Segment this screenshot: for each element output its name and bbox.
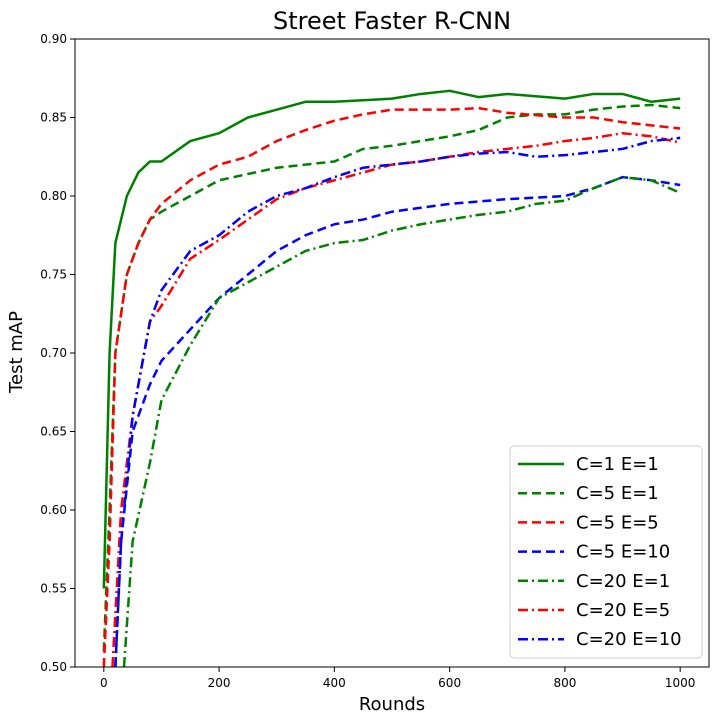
x-tick-label: 600 — [438, 676, 461, 690]
legend-label-2: C=5 E=1 — [576, 483, 659, 504]
legend-label-3: C=5 E=5 — [576, 512, 659, 533]
legend-label-1: C=1 E=1 — [576, 454, 659, 475]
series-line-3 — [102, 106, 681, 667]
series-line-6 — [111, 131, 681, 667]
y-axis: 0.50 0.55 0.60 0.65 0.70 0.75 0.80 0.85 0.90 — [40, 32, 75, 674]
y-tick-label: 0.60 — [40, 503, 67, 517]
series-line-2 — [102, 103, 681, 652]
legend-label-7: C=20 E=10 — [576, 629, 682, 650]
x-axis-title: Rounds — [359, 694, 425, 715]
y-tick-label: 0.85 — [40, 111, 67, 125]
legend-box — [509, 445, 703, 659]
series-line-5 — [122, 175, 681, 667]
x-tick-label: 1000 — [665, 676, 696, 690]
legend-label-4: C=5 E=10 — [576, 542, 670, 563]
x-tick-label: 400 — [323, 676, 346, 690]
plot-area — [102, 89, 681, 667]
x-tick-label: 0 — [100, 676, 108, 690]
series-line-1 — [102, 89, 681, 589]
y-tick-label: 0.55 — [40, 582, 67, 596]
legend: C=1 E=1 C=5 E=1 C=5 E=5 C=5 E=10 C=20 E=1 C=2… — [509, 445, 703, 659]
legend-label-6: C=20 E=5 — [576, 600, 670, 621]
y-tick-label: 0.75 — [40, 268, 67, 282]
legend-label-5: C=20 E=1 — [576, 571, 670, 592]
y-tick-label: 0.65 — [40, 425, 67, 439]
y-axis-title: Test mAP — [6, 311, 27, 394]
y-tick-label: 0.90 — [40, 32, 67, 46]
series-line-7 — [114, 136, 681, 667]
y-tick-label: 0.80 — [40, 189, 67, 203]
x-tick-label: 200 — [208, 676, 231, 690]
y-tick-label: 0.70 — [40, 346, 67, 360]
y-tick-label: 0.50 — [40, 660, 67, 674]
x-tick-label: 800 — [553, 676, 576, 690]
series-line-4 — [114, 175, 681, 667]
chart-title: Street Faster R-CNN — [273, 7, 511, 35]
x-axis: 0 200 400 600 800 1000 — [100, 667, 695, 690]
